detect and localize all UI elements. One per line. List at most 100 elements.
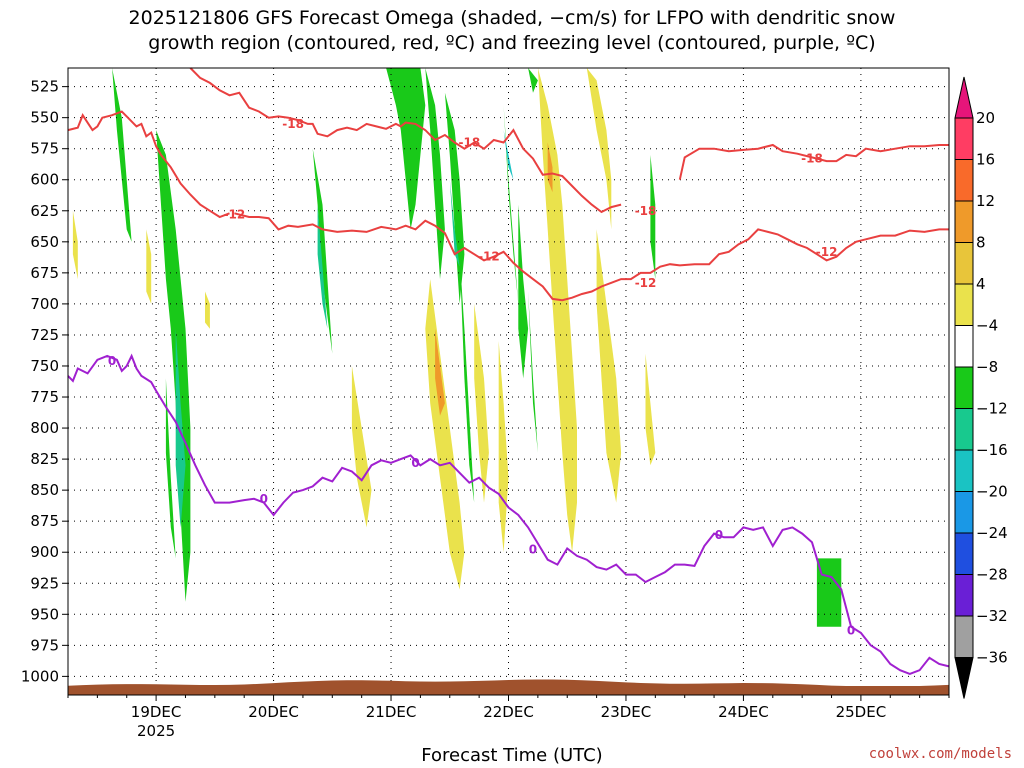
y-tick-label: 925 [30,574,59,592]
x-tick-sublabel: 2025 [137,722,175,740]
omega-region-28 [586,68,612,230]
contour-lines: -18 -18 -18 -18 -12 -12 -12 -12 0 0 0 0 0 0 [67,67,950,675]
colorbar-swatch [954,449,974,492]
colorbar-swatch [954,200,974,243]
x-tick-label: 23DEC [601,703,652,721]
y-tick-label: 550 [30,109,59,127]
omega-region-30 [645,353,656,466]
omega-region-13 [518,204,529,379]
y-tick-label: 750 [30,357,59,375]
omega-region-15 [528,68,538,93]
colorbar-label: 4 [976,275,986,293]
omega-region-19 [146,229,152,304]
omega-region-24 [474,303,489,503]
contour-label: 0 [260,492,268,506]
omega-region-23 [435,328,445,416]
omega-region-9 [449,179,460,267]
colorbar-swatch [954,159,974,202]
y-tick-label: 775 [30,388,59,406]
colorbar-label: −36 [976,649,1008,667]
y-tick-label: 525 [30,78,59,96]
colorbar-swatch [954,574,974,617]
contour--18-2 [678,143,949,180]
omega-region-25 [498,341,509,553]
omega-region-22 [425,279,465,590]
y-tick-label: 1000 [21,667,59,685]
title-line-2: growth region (contoured, red, ºC) and f… [148,32,876,54]
omega-region-2 [175,328,186,528]
contour--18-0 [67,110,230,219]
contour-label: -18 [635,204,657,218]
contour-label: -12 [635,276,657,290]
omega-region-3 [165,378,176,559]
chart-title: 2025121806 GFS Forecast Omega (shaded, −… [0,6,1024,56]
x-tick-label: 24DEC [718,703,769,721]
colorbar-label: −28 [976,566,1008,584]
colorbar-top-arrow [954,76,974,119]
contour--12-3 [234,212,949,302]
colorbar-label: −24 [976,524,1008,542]
colorbar: 20 16 12 8 4 −4 −8 −12 −16 −20 −24 −28 −32 −36 [954,76,1008,699]
colorbar-label: 12 [976,192,995,210]
colorbar-swatch [954,283,974,326]
y-tick-label: 725 [30,326,59,344]
contour-label: 0 [411,456,419,470]
omega-chart: -18 -18 -18 -18 -12 -12 -12 -12 0 0 0 0 0 0 525 550 575… [21,67,1008,740]
omega-region-21 [351,366,372,528]
omega-region-10 [459,254,475,503]
y-tick-label: 950 [30,605,59,623]
omega-region-16 [650,154,656,280]
omega-region-12 [503,130,514,180]
colorbar-swatch [954,117,974,160]
credit-link[interactable]: coolwx.com/models [868,746,1012,762]
colorbar-swatch [954,325,974,368]
colorbar-label: −12 [976,400,1008,418]
terrain-fill [68,679,949,695]
omega-region-18 [72,210,78,280]
y-tick-label: 700 [30,295,59,313]
x-tick-label: 20DEC [248,703,299,721]
omega-shading [72,68,842,627]
terrain-ground [68,679,949,695]
contour-label: -12 [478,250,500,264]
contour-label: -18 [459,135,481,149]
colorbar-label: −20 [976,483,1008,501]
y-tick-label: 800 [30,419,59,437]
omega-region-8 [444,92,465,304]
colorbar-label: −16 [976,441,1008,459]
y-tick-label: 575 [30,140,59,158]
omega-region-20 [205,291,210,329]
y-tick-label: 875 [30,512,59,530]
colorbar-label: −32 [976,607,1008,625]
colorbar-label: −4 [976,317,998,335]
contour-0-4 [67,353,950,675]
y-tick-label: 600 [30,171,59,189]
colorbar-label: 16 [976,151,995,169]
colorbar-bottom-arrow [954,657,974,699]
contour-label: -12 [816,245,838,259]
contour-label: 0 [108,354,116,368]
x-tick-label: 21DEC [366,703,417,721]
y-tick-label: 625 [30,202,59,220]
contour-label: -18 [801,152,823,166]
omega-region-26 [537,68,577,553]
colorbar-label: −8 [976,358,998,376]
x-tick-label: 22DEC [483,703,534,721]
colorbar-swatch [954,366,974,409]
y-tick-label: 975 [30,636,59,654]
contour--18-1 [189,67,622,214]
y-tick-label: 650 [30,233,59,251]
y-tick-label: 900 [30,543,59,561]
colorbar-label: 20 [976,109,995,127]
omega-region-6 [386,68,426,230]
grid-lines [68,68,949,695]
x-tick-label: 25DEC [836,703,887,721]
y-tick-label: 825 [30,450,59,468]
y-tick-label: 850 [30,481,59,499]
colorbar-swatch [954,615,974,658]
omega-region-7 [425,68,445,280]
contour-label: 0 [529,543,537,557]
colorbar-label: 8 [976,234,986,252]
colorbar-swatch [954,408,974,451]
